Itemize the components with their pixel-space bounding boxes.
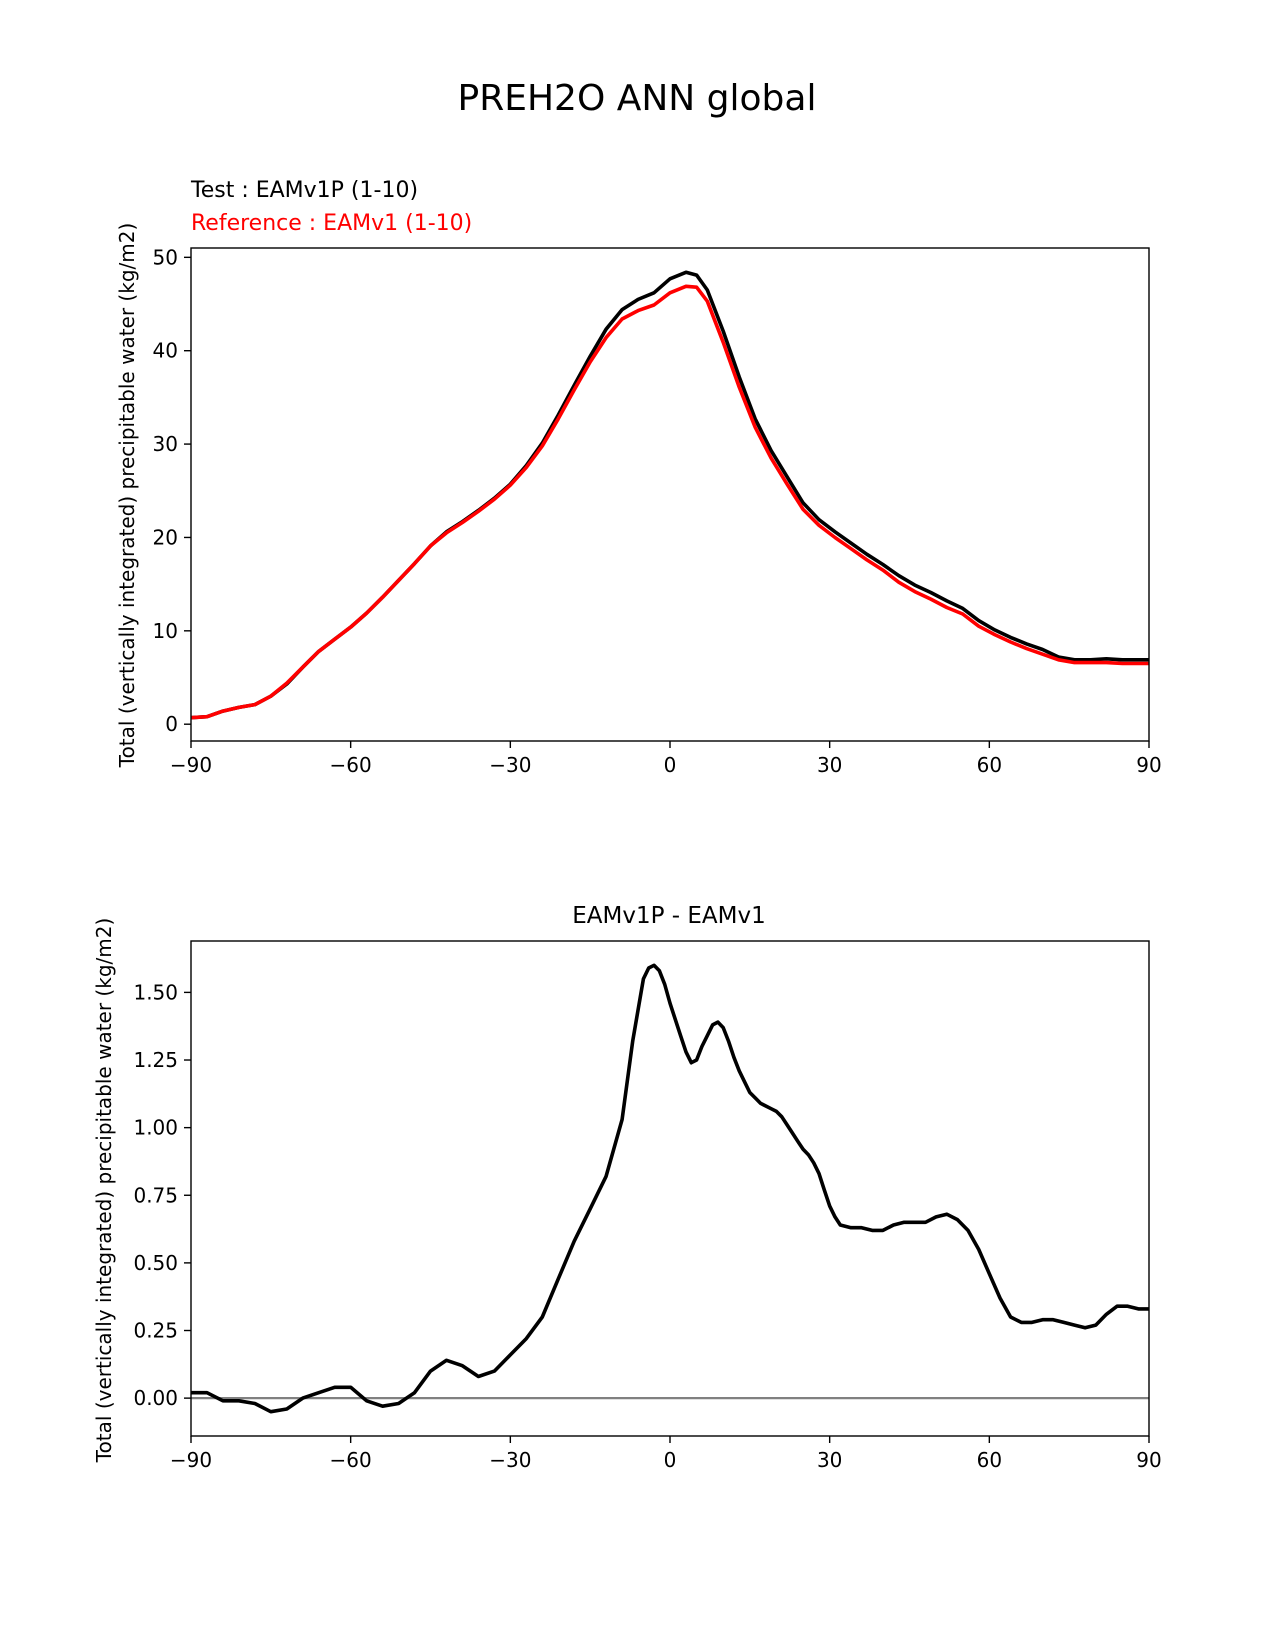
bottom-series-line-0 [191,963,1149,1414]
top-x-tick-label: 0 [664,753,677,777]
bottom-y-tick-label: 0.25 [133,1319,178,1343]
bottom-x-tick-label: 0 [664,1448,677,1472]
top-panel: −90 −60 −30 0 30 60 90 0 10 20 30 40 50 [153,245,1162,777]
bottom-x-tick-label: 90 [1136,1448,1161,1472]
top-x-tick-label: −30 [489,753,531,777]
bottom-axes-frame [190,940,1150,1437]
top-axes-frame [190,247,1150,742]
bottom-y-tick-label: 0.00 [133,1386,178,1410]
top-y-tick-label: 0 [165,712,178,736]
top-y-tick-label: 30 [153,432,178,456]
test-label: Test : EAMv1P (1-10) [190,178,418,203]
top-x-tick-label: 30 [817,753,842,777]
reference-label: Reference : EAMv1 (1-10) [191,211,472,236]
bottom-y-tick-label: 1.25 [133,1048,178,1072]
bottom-x-tick-label: −60 [330,1448,372,1472]
bottom-panel: −90 −60 −30 0 30 60 90 0.00 0.25 0.50 0.75 1.00 1.25… [133,940,1162,1472]
bottom-x-tick-label: −90 [170,1448,212,1472]
bottom-x-tick-label: −30 [489,1448,531,1472]
bottom-x-tick-label: 30 [817,1448,842,1472]
top-series-line-0 [191,270,1149,720]
bottom-x-tick-label: 60 [977,1448,1002,1472]
top-series-line-1 [191,284,1149,720]
top-y-tick-label: 10 [153,619,178,643]
top-x-tick-label: −90 [170,753,212,777]
bottom-y-axis-label: Total (vertically integrated) precipitab… [92,918,116,1464]
bottom-y-tick-label: 0.75 [133,1183,178,1207]
top-y-tick-label: 20 [153,525,178,549]
top-y-tick-label: 40 [153,339,178,363]
figure-title: PREH2O ANN global [458,78,817,119]
bottom-panel-title: EAMv1P - EAMv1 [572,903,766,929]
top-x-tick-label: −60 [330,753,372,777]
bottom-y-tick-label: 1.50 [133,980,178,1004]
top-x-tick-label: 60 [977,753,1002,777]
top-y-tick-label: 50 [153,245,178,269]
bottom-y-tick-label: 0.50 [133,1251,178,1275]
bottom-y-tick-label: 1.00 [133,1116,178,1140]
top-x-tick-label: 90 [1136,753,1161,777]
top-y-axis-label: Total (vertically integrated) precipitab… [115,223,139,769]
